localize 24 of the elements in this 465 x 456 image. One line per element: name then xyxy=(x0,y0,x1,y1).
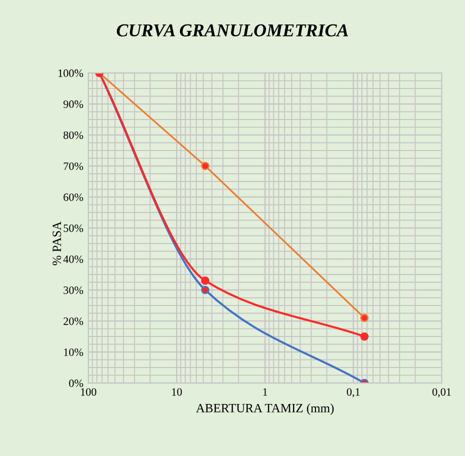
x-tick-label: 0,01 xyxy=(432,388,451,398)
point xyxy=(201,276,210,285)
y-axis-title: % PASA xyxy=(52,221,62,266)
point xyxy=(201,286,210,294)
y-tick-label: 70% xyxy=(64,162,84,170)
y-tick-label: 40% xyxy=(63,255,84,264)
x-axis-title: ABERTURA TAMIZ (mm) xyxy=(196,404,334,415)
y-tick-label: 90% xyxy=(63,100,84,108)
x-tick-label: 10 xyxy=(172,388,182,396)
y-tick-label: 10% xyxy=(64,348,84,356)
x-tick-label: 100 xyxy=(80,388,96,396)
point xyxy=(360,314,369,322)
y-tick-label: 60% xyxy=(64,193,84,201)
y-tick-label: 20% xyxy=(64,317,84,326)
y-tick-label: 50% xyxy=(64,224,84,232)
point xyxy=(201,162,210,170)
y-tick-label: 80% xyxy=(64,131,84,139)
y-tick-label: 0% xyxy=(69,380,84,388)
chart-title: CURVA GRANULOMETRICA xyxy=(116,24,348,37)
y-tick-label: 30% xyxy=(64,286,84,294)
x-tick-label: 1 xyxy=(263,388,268,396)
x-tick-label: 0,1 xyxy=(346,388,360,398)
point xyxy=(360,332,369,341)
y-tick-label: 100% xyxy=(58,69,84,77)
